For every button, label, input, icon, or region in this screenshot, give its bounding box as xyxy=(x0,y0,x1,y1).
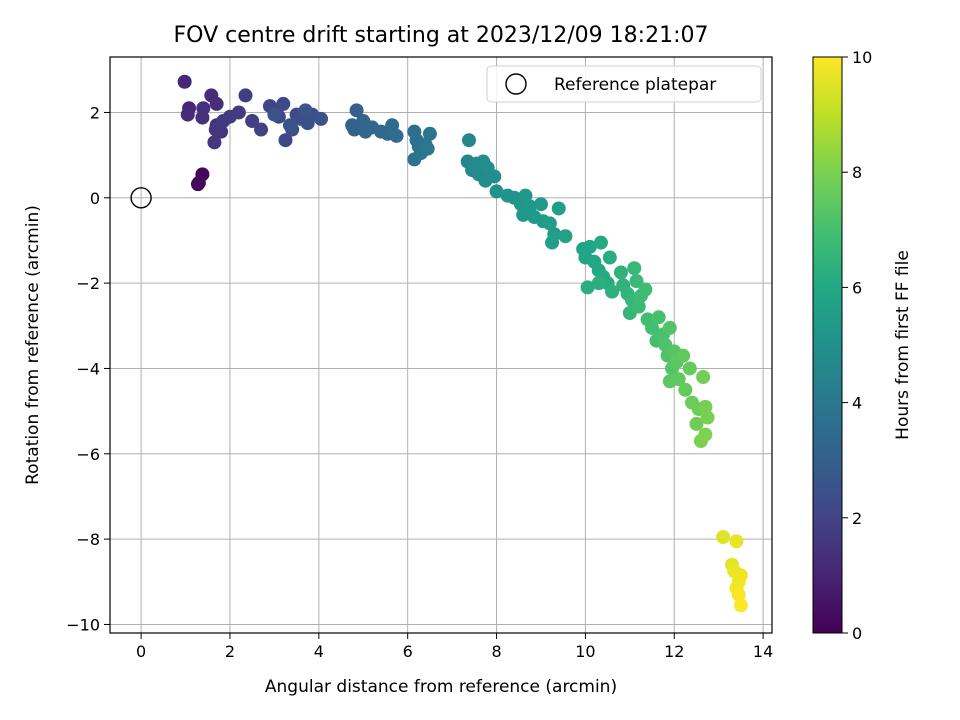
x-tick-label: 0 xyxy=(136,642,146,661)
data-point xyxy=(314,111,329,126)
data-point xyxy=(195,110,210,125)
y-tick-label: −8 xyxy=(76,530,100,549)
data-point xyxy=(276,96,291,111)
data-point xyxy=(698,427,713,442)
data-point xyxy=(267,107,282,122)
data-point xyxy=(682,361,697,376)
reference-platepar-marker xyxy=(130,187,152,209)
data-point xyxy=(651,310,666,325)
data-point xyxy=(582,239,597,254)
data-point xyxy=(580,280,595,295)
colorbar-tick-label: 6 xyxy=(852,278,862,297)
data-point xyxy=(347,122,362,137)
data-point xyxy=(662,320,677,335)
x-tick-label: 8 xyxy=(491,642,501,661)
data-point xyxy=(207,135,222,150)
y-tick-label: −4 xyxy=(76,359,100,378)
data-point xyxy=(487,169,502,184)
data-point xyxy=(389,128,404,143)
y-tick-label: 2 xyxy=(90,103,100,122)
data-point xyxy=(678,382,693,397)
data-point xyxy=(700,410,715,425)
data-point xyxy=(177,74,192,89)
data-point xyxy=(545,235,560,250)
data-point xyxy=(180,107,195,122)
x-tick-label: 2 xyxy=(225,642,235,661)
scatter-points xyxy=(177,74,748,613)
data-point xyxy=(191,175,206,190)
data-point xyxy=(591,276,606,291)
data-point xyxy=(731,587,746,602)
data-point xyxy=(238,88,253,103)
data-point xyxy=(698,399,713,414)
x-tick-label: 6 xyxy=(403,642,413,661)
y-tick-label: 0 xyxy=(90,189,100,208)
reference-marker xyxy=(130,187,152,209)
data-point xyxy=(245,114,260,128)
data-point xyxy=(733,568,748,583)
y-tick-label: −6 xyxy=(76,445,100,464)
data-point xyxy=(716,530,731,544)
colorbar-tick-label: 8 xyxy=(852,163,862,182)
data-point xyxy=(627,261,642,276)
data-point xyxy=(231,105,246,120)
legend-marker-icon xyxy=(505,73,527,95)
data-point xyxy=(671,372,686,387)
data-point xyxy=(518,188,533,203)
data-point xyxy=(461,133,476,148)
legend-box xyxy=(486,65,762,103)
data-point xyxy=(385,118,400,133)
data-point xyxy=(613,265,628,280)
data-point xyxy=(676,348,691,363)
y-tick-label: −10 xyxy=(66,615,100,634)
colorbar-tick-label: 0 xyxy=(852,624,862,643)
x-tick-label: 10 xyxy=(575,642,595,661)
data-point xyxy=(542,216,557,231)
data-point xyxy=(605,284,620,299)
x-axis-ticks: 0 2 4 6 8 10 12 14 xyxy=(136,633,773,661)
data-point xyxy=(209,96,224,111)
colorbar-tick-label: 2 xyxy=(852,509,862,528)
y-axis-ticks: −10 −8 −6 −4 −2 0 2 xyxy=(66,103,110,634)
legend: Reference platepar xyxy=(486,65,762,103)
data-point xyxy=(631,299,646,314)
data-point xyxy=(558,229,573,244)
data-point xyxy=(602,250,617,265)
data-point xyxy=(629,274,644,288)
colorbar xyxy=(812,56,843,634)
data-point xyxy=(349,103,364,118)
colorbar-tick-label: 10 xyxy=(852,48,872,67)
data-point xyxy=(729,534,744,549)
data-point xyxy=(696,370,711,384)
data-point xyxy=(645,320,660,335)
x-axis-label: Angular distance from reference (arcmin) xyxy=(265,677,617,697)
x-tick-label: 14 xyxy=(753,642,773,661)
y-tick-label: −2 xyxy=(76,274,100,293)
data-point xyxy=(422,126,437,141)
x-tick-label: 4 xyxy=(314,642,324,661)
data-point xyxy=(254,122,269,137)
chart-title: FOV centre drift starting at 2023/12/09 … xyxy=(174,23,709,48)
y-axis-label: Rotation from reference (arcmin) xyxy=(23,205,43,485)
data-point xyxy=(489,184,504,199)
data-point xyxy=(522,199,537,214)
data-point xyxy=(638,282,653,297)
plot-frame xyxy=(109,56,773,634)
data-point xyxy=(533,197,548,212)
legend-entry-label: Reference platepar xyxy=(554,75,716,95)
colorbar-label: Hours from first FF file xyxy=(893,250,913,440)
data-point xyxy=(551,201,566,216)
data-point xyxy=(420,141,435,156)
data-point xyxy=(689,416,704,431)
data-point xyxy=(298,103,313,118)
colorbar-ticks: 0 2 4 6 8 10 xyxy=(842,48,872,643)
data-point xyxy=(593,235,608,250)
data-point xyxy=(282,118,297,133)
colorbar-tick-label: 4 xyxy=(852,394,862,413)
data-point xyxy=(278,133,293,148)
x-tick-label: 12 xyxy=(664,642,684,661)
grid xyxy=(110,57,772,633)
data-point xyxy=(733,598,748,613)
